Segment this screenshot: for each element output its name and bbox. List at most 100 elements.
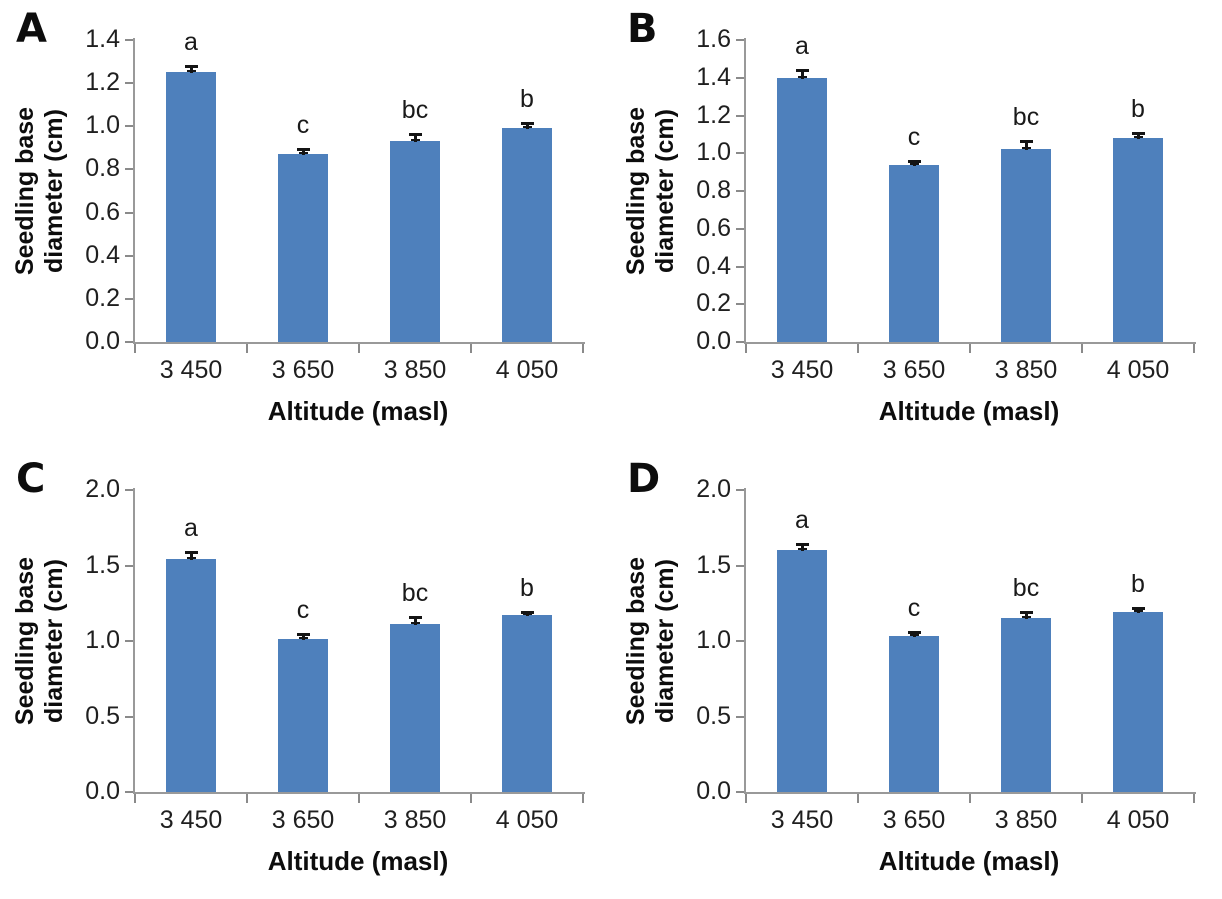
y-axis-title-line1: Seedling base (11, 556, 39, 726)
y-tick-label: 1.5 (696, 550, 731, 579)
y-tick (125, 564, 133, 567)
y-tick (736, 76, 744, 79)
error-bar-base-cap (298, 637, 308, 640)
x-tick-label: 4 050 (495, 806, 559, 834)
y-tick (736, 227, 744, 230)
error-bar-cap (520, 611, 534, 615)
significance-letter: c (907, 593, 921, 622)
error-bar-stem (413, 616, 417, 626)
y-tick-label: 0.0 (696, 777, 731, 805)
x-tick (134, 344, 136, 353)
x-tick-label: 3 850 (994, 806, 1058, 834)
y-tick (736, 341, 744, 343)
y-tick-label: 1.2 (85, 68, 120, 97)
error-bar-base-cap (1133, 136, 1143, 139)
error-bar-stem (525, 123, 529, 130)
y-axis-title-line1: Seedling base (11, 106, 39, 276)
bar (1001, 149, 1051, 342)
y-tick (736, 640, 744, 642)
significance-letter: b (520, 574, 534, 603)
bar (278, 639, 328, 792)
y-tick (125, 640, 133, 642)
x-tick (969, 344, 971, 353)
y-tick-label: 1.0 (696, 626, 731, 654)
error-bar-base-cap (522, 126, 532, 129)
error-bar-base-cap (909, 162, 919, 165)
y-axis-title-line1: Seedling base (622, 556, 650, 726)
significance-letter: b (1131, 569, 1145, 598)
y-axis-title-line1: Seedling base (622, 106, 650, 276)
x-tick-label: 4 050 (1106, 356, 1170, 384)
x-tick (358, 794, 360, 803)
x-axis-title: Altitude (masl) (878, 846, 1060, 876)
error-bar-base-cap (298, 152, 308, 155)
error-bar-stem (189, 551, 193, 561)
y-tick (736, 715, 744, 718)
error-bar-cap (795, 543, 809, 547)
y-tick-label: 0.2 (696, 289, 731, 318)
error-bar-stem (301, 634, 305, 641)
panel-c: C Seedling base diameter (cm) 0.0 0.5 1.0 1.5 2… (0, 450, 611, 899)
y-tick-label: 1.0 (85, 626, 120, 654)
error-bar-stem (189, 65, 193, 74)
bar (1001, 618, 1051, 792)
error-bar-cap (907, 630, 921, 634)
x-tick (358, 344, 360, 353)
x-tick-label: 3 650 (882, 356, 946, 384)
bar (1113, 612, 1163, 792)
error-bar-base-cap (1021, 147, 1031, 150)
panel-letter: D (627, 456, 661, 502)
bar (777, 77, 827, 342)
x-tick (134, 794, 136, 803)
error-bar-cap (184, 550, 198, 554)
error-bar-cap (184, 64, 198, 68)
x-axis-title: Altitude (masl) (267, 846, 449, 876)
y-tick-label: 2.0 (85, 475, 120, 503)
bar (166, 559, 216, 792)
panel-a: A Seedling base diameter (cm) 0.0 0.2 0.4 0.6 0… (0, 0, 611, 450)
error-bar-stem (301, 148, 305, 156)
bar (390, 624, 440, 792)
y-tick-label: 0.8 (696, 176, 731, 204)
significance-letter: c (296, 110, 310, 139)
x-tick-label: 4 050 (495, 356, 559, 384)
error-bar-cap (1019, 139, 1033, 143)
error-bar-base-cap (410, 139, 420, 142)
bar (889, 164, 939, 342)
y-axis-line (744, 38, 746, 342)
error-bar-cap (1019, 611, 1033, 615)
error-bar-cap (408, 132, 422, 136)
error-bar-base-cap (909, 634, 919, 637)
panel-d: D Seedling base diameter (cm) 0.0 0.5 1.0 1.5 2… (611, 450, 1222, 899)
error-bar-cap (520, 122, 534, 126)
bar (889, 636, 939, 792)
x-tick (1081, 344, 1083, 353)
y-tick-label: 1.5 (85, 550, 120, 579)
y-tick (736, 39, 744, 41)
y-tick-label: 1.0 (696, 138, 731, 167)
x-tick-label: 3 450 (770, 356, 834, 384)
bar (502, 128, 552, 342)
error-bar-cap (296, 633, 310, 637)
error-bar-cap (408, 615, 422, 619)
significance-letter: bc (1012, 574, 1040, 603)
y-tick (125, 341, 133, 343)
x-tick (745, 794, 747, 803)
error-bar-stem (800, 544, 804, 552)
x-axis-title: Altitude (masl) (878, 396, 1060, 426)
y-tick-label: 1.4 (85, 25, 120, 53)
x-tick-label: 3 450 (159, 806, 223, 834)
bar (1113, 138, 1163, 342)
error-bar-base-cap (1021, 616, 1031, 619)
panel-letter: C (16, 456, 46, 502)
y-tick-label: 1.0 (85, 111, 120, 140)
error-bar-cap (907, 159, 921, 163)
significance-letter: b (520, 85, 534, 114)
error-bar-base-cap (522, 613, 532, 616)
x-tick-label: 3 850 (383, 356, 447, 384)
significance-letter: b (1131, 95, 1145, 124)
error-bar-base-cap (1133, 610, 1143, 613)
bar (278, 154, 328, 342)
x-axis-line (133, 792, 585, 794)
y-tick (125, 715, 133, 718)
